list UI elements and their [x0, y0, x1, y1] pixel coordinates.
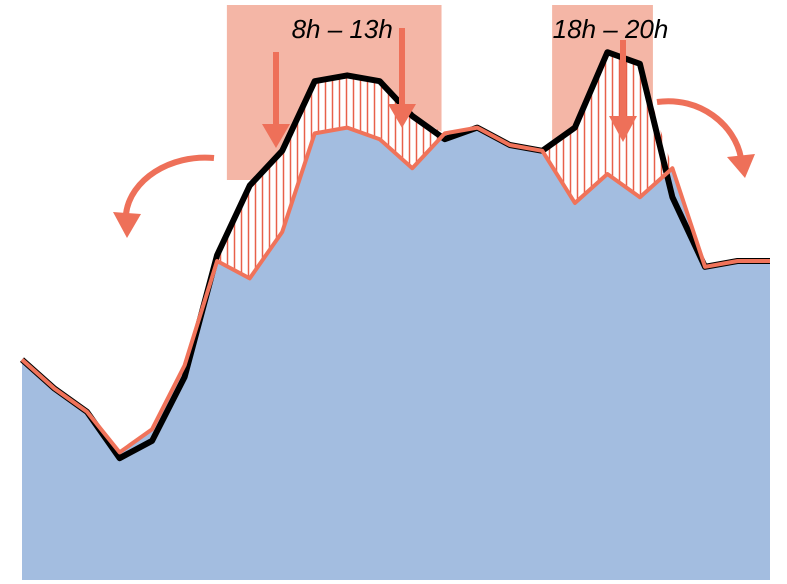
curved-arrow-right-head — [727, 154, 755, 178]
curved-arrow-right-shaft — [656, 98, 744, 159]
curved-arrow-left-shaft — [123, 154, 215, 215]
period-labels: 8h – 13h 18h – 20h — [292, 14, 669, 44]
reduction-hatch-area — [184, 52, 673, 366]
original-load-line — [20, 49, 770, 462]
down-arrow-2-head — [388, 104, 416, 128]
shifted-load-line — [20, 125, 770, 455]
shift-arrows — [113, 28, 755, 238]
curved-arrow-left-head — [113, 212, 141, 238]
down-arrow-1-head — [262, 124, 290, 148]
shifted-load-area — [22, 127, 770, 580]
period-label-1: 8h – 13h — [292, 14, 393, 44]
period-label-2: 18h – 20h — [553, 14, 669, 44]
down-arrow-3-head — [609, 116, 637, 142]
